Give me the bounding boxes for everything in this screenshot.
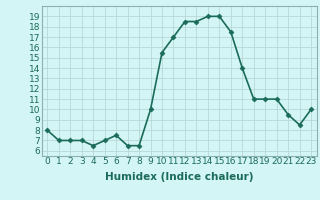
- X-axis label: Humidex (Indice chaleur): Humidex (Indice chaleur): [105, 172, 253, 182]
